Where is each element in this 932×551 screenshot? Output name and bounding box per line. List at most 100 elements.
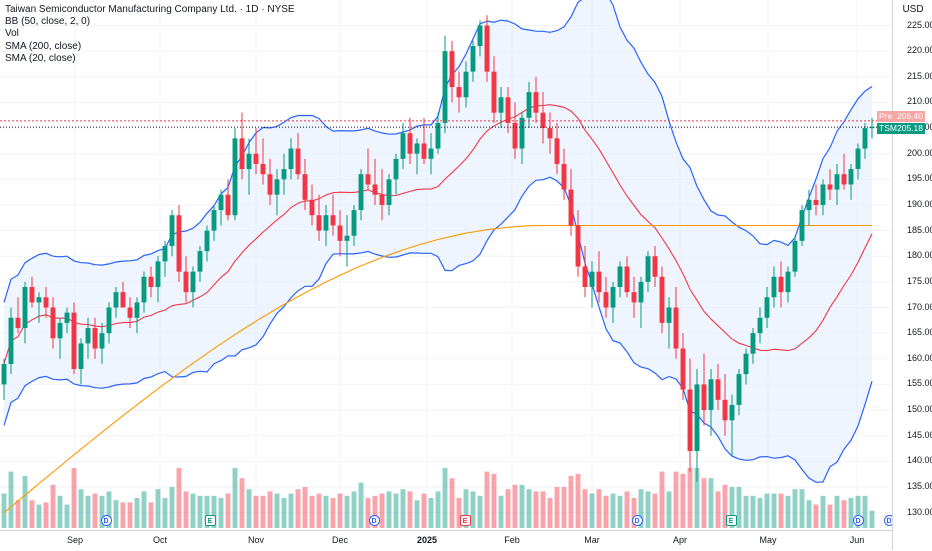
candle-body [862, 128, 868, 149]
volume-bar [211, 495, 217, 528]
indicator-bb[interactable]: BB (50, close, 2, 0) [5, 16, 91, 28]
candle-body [8, 317, 14, 364]
candle [43, 287, 49, 318]
candle [470, 40, 476, 82]
candle-body [64, 312, 70, 323]
price-tick-label: 160.00 [907, 352, 932, 363]
indicator-sma20[interactable]: SMA (20, close) [5, 52, 76, 64]
volume-bar [407, 491, 413, 528]
indicator-sma200[interactable]: SMA (200, close) [5, 40, 82, 52]
volume-bar [526, 489, 532, 528]
candle [736, 369, 742, 416]
candle-body [428, 148, 434, 159]
volume-bar [218, 498, 224, 528]
price-scale[interactable]: USD 225.00220.00215.00210.00205.00200.00… [877, 0, 932, 550]
price-chart[interactable] [0, 0, 892, 530]
volume-bar [155, 489, 161, 528]
candle-body [715, 379, 721, 400]
candle-body [253, 153, 259, 164]
volume-bar [568, 476, 574, 528]
candle [617, 261, 623, 298]
volume-bar [50, 484, 56, 528]
candle-body [190, 271, 196, 293]
candle-body [281, 169, 287, 180]
volume-bar [449, 478, 455, 528]
candle [113, 287, 119, 318]
candle [365, 148, 371, 190]
volume-bar [8, 471, 14, 528]
currency-label[interactable]: USD [902, 4, 924, 15]
price-tick-label: 155.00 [907, 378, 932, 389]
symbol-title[interactable]: Taiwan Semiconductor Manufacturing Compa… [5, 4, 295, 15]
dividend-event-icon[interactable]: D [100, 515, 112, 526]
volume-bar [400, 489, 406, 528]
candle-body [834, 174, 840, 190]
candle [799, 204, 805, 246]
volume-bar [316, 493, 322, 528]
candle-body [694, 384, 700, 452]
volume-bar [582, 489, 588, 528]
candle-body [358, 174, 364, 211]
dividend-event-icon[interactable]: D [368, 515, 380, 526]
volume-bar [365, 498, 371, 528]
tsm-tag-label: TSM [879, 123, 897, 134]
candle-body [645, 256, 651, 282]
dividend-event-icon[interactable]: D [631, 515, 643, 526]
price-tick-label: 200.00 [907, 147, 932, 158]
candle [204, 225, 210, 262]
volume-bar [715, 491, 721, 528]
time-tick-label: Feb [504, 535, 520, 545]
candle [575, 210, 581, 277]
time-tick-label: Apr [672, 535, 688, 545]
candle [246, 138, 252, 195]
earnings-event-icon[interactable]: E [204, 515, 216, 526]
dividend-event-icon[interactable]: D [852, 515, 864, 526]
indicator-vol[interactable]: Vol [5, 28, 19, 40]
candle-body [127, 307, 133, 318]
candle [372, 158, 378, 205]
volume-bar [92, 493, 98, 528]
candle [547, 112, 553, 154]
volume-bar [820, 495, 826, 528]
candle [722, 374, 728, 436]
volume-bar [848, 498, 854, 528]
candle [449, 40, 455, 103]
volume-bar [344, 495, 350, 528]
price-tick-label: 225.00 [907, 19, 932, 30]
time-axis[interactable]: Sep Oct Nov Dec 2025 Feb Mar Apr May Jun [0, 530, 892, 551]
candle [771, 266, 777, 308]
volume-bar [750, 495, 756, 528]
sma-200-line [3, 224, 872, 514]
chart-legend: Taiwan Semiconductor Manufacturing Compa… [5, 4, 295, 65]
price-tick-label: 175.00 [907, 275, 932, 286]
candle [554, 122, 560, 175]
candle [134, 297, 140, 334]
volume-bar [148, 502, 154, 528]
candle [22, 281, 28, 344]
earnings-event-icon[interactable]: E [725, 515, 737, 526]
earnings-event-icon[interactable]: E [459, 515, 471, 526]
volume-bar [85, 495, 91, 528]
volume-bar [288, 493, 294, 528]
price-tick-label: 170.00 [907, 301, 932, 312]
candle [421, 117, 427, 164]
volume-bar [687, 468, 693, 528]
candle-body [750, 333, 756, 354]
volume-bar [547, 498, 553, 528]
volume-bar [281, 498, 287, 528]
candle-body [610, 287, 616, 308]
volume-bar [554, 487, 560, 528]
volume-bar [71, 468, 77, 528]
volume-bar [421, 493, 427, 528]
price-tick-label: 185.00 [907, 224, 932, 235]
volume-bar [428, 498, 434, 528]
volume-bar [435, 491, 441, 528]
candle [484, 15, 490, 82]
candle-body [631, 292, 637, 303]
candle-body [421, 143, 427, 159]
candle [386, 174, 392, 216]
volume-bar [239, 478, 245, 528]
volume-bar [708, 478, 714, 528]
candle-body [330, 215, 336, 226]
price-tick-label: 135.00 [907, 480, 932, 491]
